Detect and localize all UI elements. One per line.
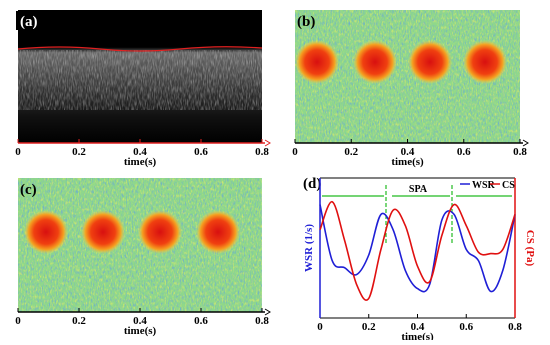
x-tick-label: 0.6 (457, 146, 471, 158)
legend-label: CS (502, 180, 515, 191)
x-tick-label: 0.6 (194, 146, 208, 158)
x-axis-arrow (264, 139, 271, 147)
y2-axis-label: CS (Pa) (524, 230, 536, 267)
x-tick-label: 0.8 (508, 321, 522, 333)
panel-b-image (295, 10, 520, 143)
panel-label: (c) (20, 182, 37, 198)
x-tick-label: 0.2 (72, 315, 86, 327)
x-axis-label: time(s) (391, 156, 424, 168)
panel-a-image (17, 10, 263, 143)
x-tick-label: 0.2 (344, 146, 358, 158)
x-axis-arrow (264, 308, 271, 316)
x-axis-label: time(s) (124, 325, 157, 337)
x-tick-label: 0.4 (411, 321, 425, 333)
spa-guides (322, 185, 512, 245)
x-tick-label: 0.4 (133, 315, 147, 327)
x-tick-label: 0.6 (459, 321, 473, 333)
x-tick-label: 0 (317, 321, 323, 333)
panel-c-image (18, 178, 262, 312)
panel-label: (d) (303, 176, 321, 192)
x-tick-label: 0.4 (133, 146, 147, 158)
x-tick-label: 0.4 (401, 146, 415, 158)
y-axis-label: WSR (1/s) (303, 224, 315, 272)
x-tick-label: 0.8 (513, 146, 527, 158)
x-tick-label: 0.8 (255, 146, 269, 158)
panel-label: (a) (20, 14, 38, 30)
series-line (319, 200, 516, 301)
x-tick-label: 0.6 (194, 315, 208, 327)
x-tick-label: 0.8 (255, 315, 269, 327)
label-bg (16, 11, 46, 30)
x-tick-label: 0 (15, 315, 21, 327)
x-tick-label: 0.2 (362, 321, 376, 333)
x-axis-label: time(s) (124, 156, 157, 168)
x-axis-arrow (522, 139, 529, 147)
x-tick-label: 0.2 (72, 146, 86, 158)
panel-label: (b) (297, 14, 315, 30)
x-tick-label: 0 (15, 146, 21, 158)
x-tick-label: 0 (292, 146, 298, 158)
series-line (319, 204, 516, 293)
legend-label: WSR (472, 180, 496, 191)
x-axis-label: time(s) (401, 331, 434, 340)
annotation: SPA (409, 184, 428, 195)
